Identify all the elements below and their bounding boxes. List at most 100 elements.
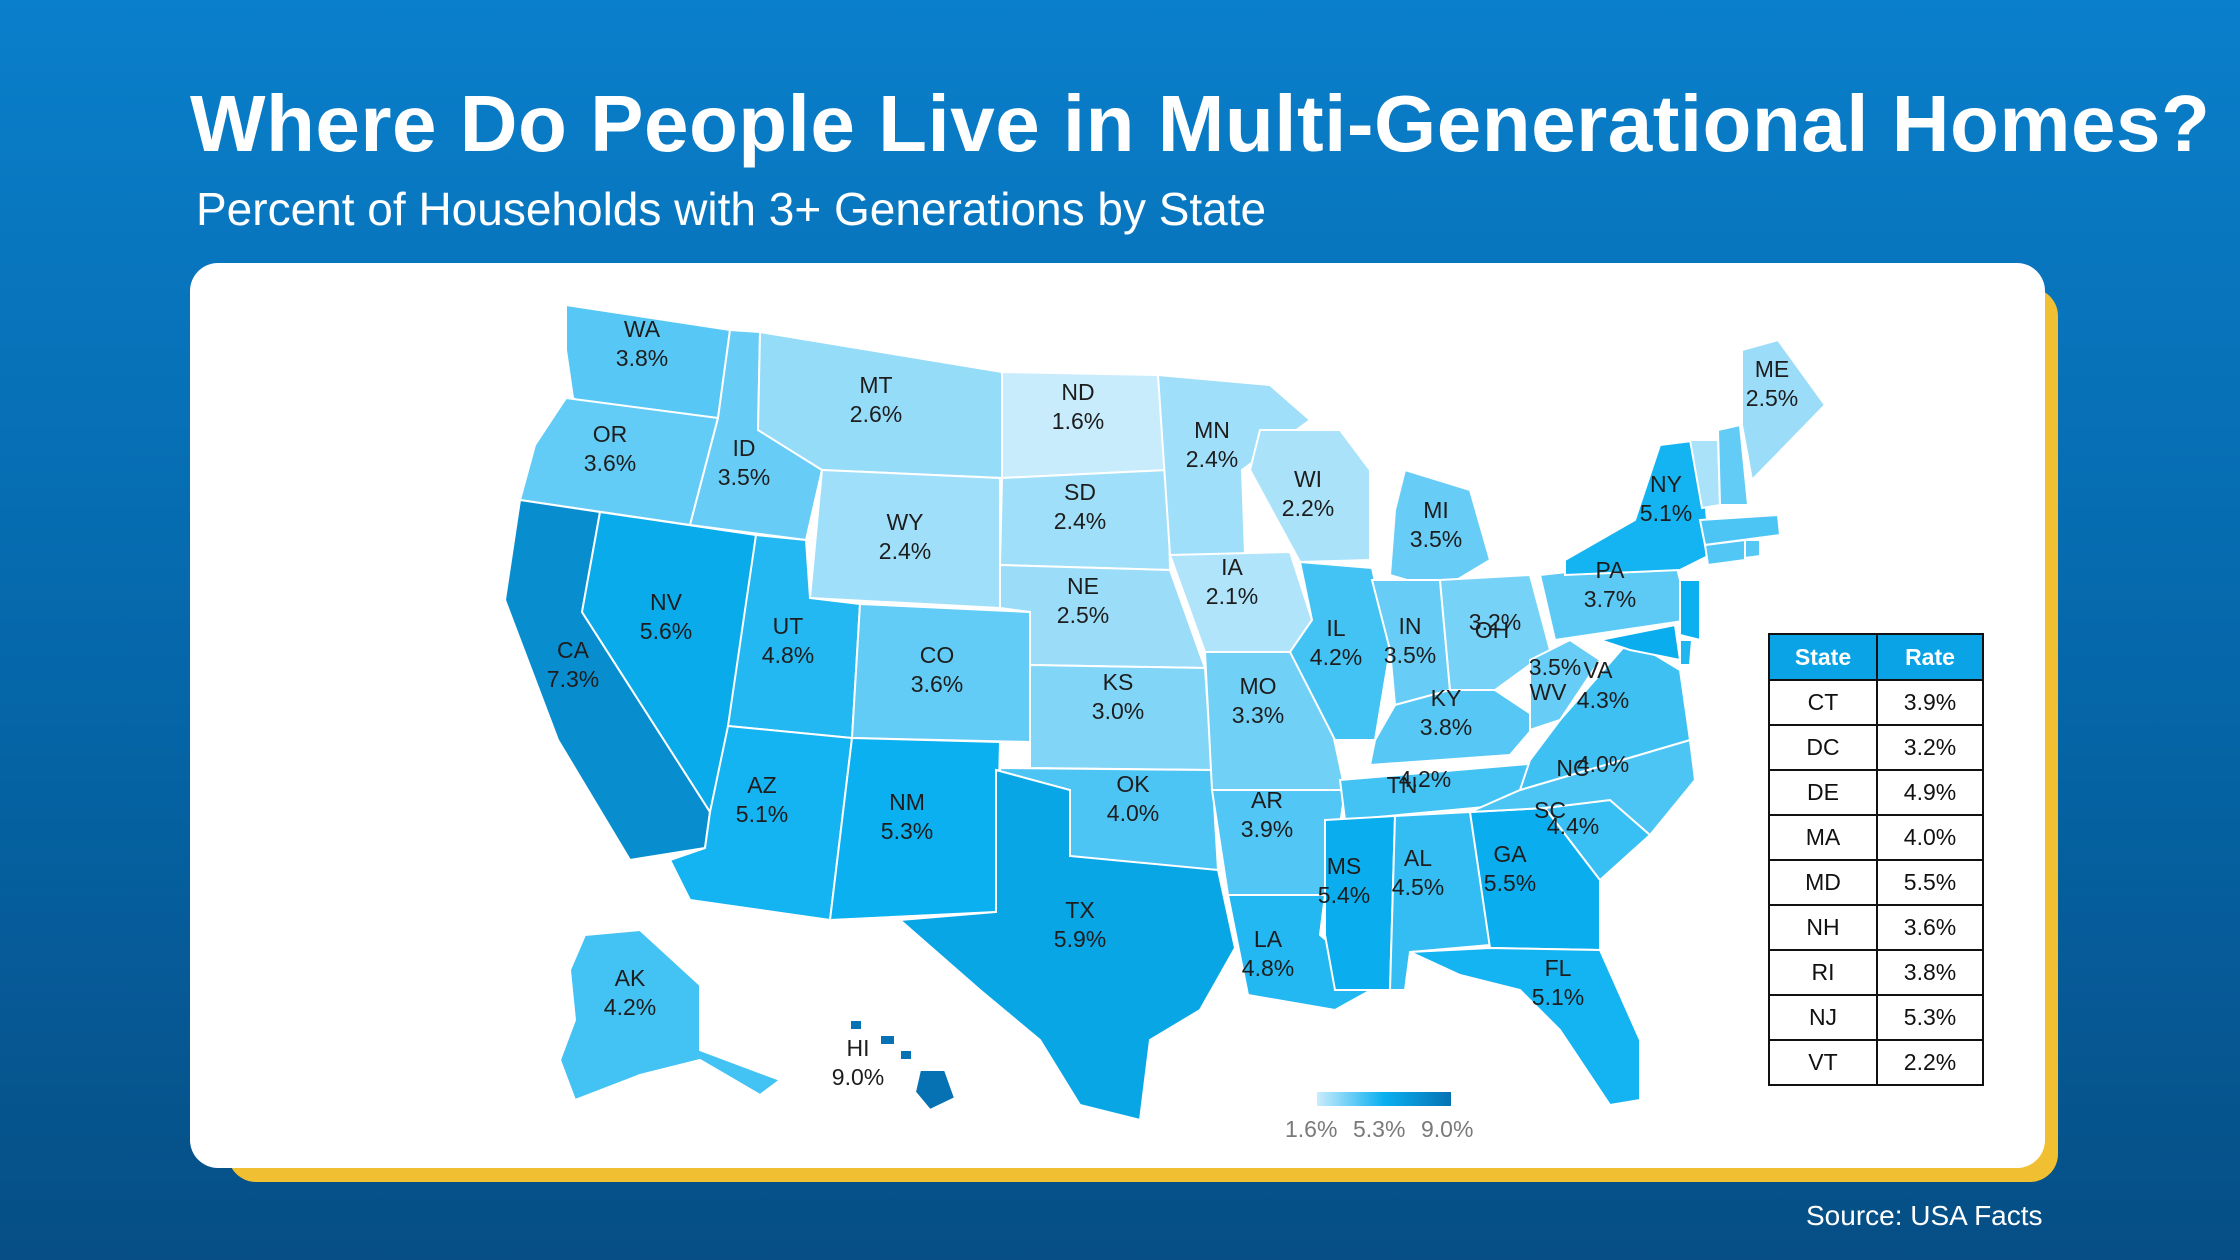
state-rate-or: 3.6% [584, 450, 636, 476]
state-label-nv: NV [650, 589, 683, 615]
state-ky [1368, 689, 1542, 767]
table-row: MD 5.5% [1768, 859, 1984, 906]
table-header-rate: Rate [1876, 633, 1984, 681]
state-nc [1469, 738, 1697, 837]
legend-max-label: 9.0% [1421, 1116, 1473, 1142]
table-row: NH 3.6% [1768, 904, 1984, 951]
state-label-ut: UT [773, 613, 804, 639]
state-rate-ky: 3.8% [1420, 714, 1472, 740]
table-cell-rate: 3.6% [1876, 904, 1984, 951]
state-label-ky: KY [1431, 685, 1462, 711]
state-label-mn: MN [1194, 417, 1230, 443]
state-shapes [503, 303, 1827, 1122]
state-label-ca: CA [557, 637, 590, 663]
state-label-ms: MS [1327, 853, 1362, 879]
state-ms [1324, 814, 1397, 991]
state-rate-al: 4.5% [1392, 874, 1444, 900]
state-label-mo: MO [1239, 673, 1276, 699]
table-cell-rate: 5.3% [1876, 994, 1984, 1041]
state-rate-ok: 4.0% [1107, 800, 1159, 826]
state-label-va: VA [1584, 657, 1614, 683]
state-ak [558, 928, 783, 1102]
state-rate-wv: 3.5% [1529, 654, 1581, 680]
table-cell-rate: 5.5% [1876, 859, 1984, 906]
table-cell-rate: 4.0% [1876, 814, 1984, 861]
state-rate-ny: 5.1% [1640, 500, 1692, 526]
state-label-sd: SD [1064, 479, 1096, 505]
state-label-tx: TX [1065, 897, 1094, 923]
state-rate-ia: 2.1% [1206, 583, 1258, 609]
state-label-ne: NE [1067, 573, 1099, 599]
state-rate-nm: 5.3% [881, 818, 933, 844]
table-row: MA 4.0% [1768, 814, 1984, 861]
state-label-wv: WV [1529, 679, 1567, 705]
table-cell-state: MD [1768, 859, 1878, 906]
table-row: DC 3.2% [1768, 724, 1984, 771]
state-rate-pa: 3.7% [1584, 586, 1636, 612]
state-wi [1248, 429, 1371, 564]
state-label-ar: AR [1251, 787, 1283, 813]
state-oh [1438, 573, 1552, 691]
table-header-state: State [1768, 633, 1878, 681]
state-rate-wy: 2.4% [879, 538, 931, 564]
state-rate-ar: 3.9% [1241, 816, 1293, 842]
state-label-wy: WY [886, 509, 923, 535]
state-rate-in: 3.5% [1384, 642, 1436, 668]
small-states-table: State Rate CT 3.9% DC 3.2% DE 4.9% MA 4.0% M… [1768, 633, 1984, 1086]
state-labels: WA 3.8% OR 3.6% CA 7.3% ID 3.5% NV 5.6% MT 2.6% WY 2.… [547, 316, 1798, 1090]
state-ct [1703, 538, 1746, 567]
state-label-hi: HI [847, 1035, 870, 1061]
state-de [1679, 639, 1694, 666]
table-cell-state: NH [1768, 904, 1878, 951]
state-rate-ms: 5.4% [1318, 882, 1370, 908]
state-label-in: IN [1399, 613, 1422, 639]
state-label-pa: PA [1596, 557, 1626, 583]
state-rate-mi: 3.5% [1410, 526, 1462, 552]
state-label-wi: WI [1294, 466, 1322, 492]
state-rate-wa: 3.8% [616, 345, 668, 371]
state-label-oh: OH [1475, 617, 1510, 643]
state-label-mi: MI [1423, 497, 1449, 523]
state-rate-co: 3.6% [911, 671, 963, 697]
state-rate-id: 3.5% [718, 464, 770, 490]
state-rate-nc: 4.0% [1577, 751, 1629, 777]
state-label-nc: NC [1556, 755, 1589, 781]
table-cell-state: DE [1768, 769, 1878, 816]
state-label-tn: TN [1387, 772, 1418, 798]
state-rate-ak: 4.2% [604, 994, 656, 1020]
legend-gradient-bar [1317, 1092, 1451, 1106]
table-cell-rate: 2.2% [1876, 1039, 1984, 1086]
state-rate-me: 2.5% [1746, 385, 1798, 411]
state-label-nd: ND [1061, 379, 1094, 405]
state-rate-wi: 2.2% [1282, 495, 1334, 521]
state-rate-ut: 4.8% [762, 642, 814, 668]
state-nj [1679, 579, 1701, 642]
state-label-ga: GA [1493, 841, 1527, 867]
state-rate-fl: 5.1% [1532, 984, 1584, 1010]
table-row: CT 3.9% [1768, 679, 1984, 726]
state-label-ok: OK [1116, 771, 1150, 797]
state-rate-mn: 2.4% [1186, 446, 1238, 472]
state-rate-sd: 2.4% [1054, 508, 1106, 534]
state-label-az: AZ [747, 772, 776, 798]
table-cell-rate: 3.8% [1876, 949, 1984, 996]
source-note: Source: USA Facts [1806, 1200, 2043, 1231]
state-label-mt: MT [859, 372, 892, 398]
table-cell-state: DC [1768, 724, 1878, 771]
state-label-ny: NY [1650, 471, 1682, 497]
state-rate-hi: 9.0% [832, 1064, 884, 1090]
state-label-il: IL [1326, 615, 1345, 641]
state-label-ia: IA [1221, 554, 1243, 580]
table-cell-rate: 4.9% [1876, 769, 1984, 816]
legend-min-label: 1.6% [1285, 1116, 1337, 1142]
state-label-co: CO [920, 642, 955, 668]
state-rate-ca: 7.3% [547, 666, 599, 692]
state-label-la: LA [1254, 926, 1283, 952]
state-rate-va: 4.3% [1577, 687, 1629, 713]
state-fl [1409, 946, 1641, 1107]
table-row: DE 4.9% [1768, 769, 1984, 816]
table-row: VT 2.2% [1768, 1039, 1984, 1086]
state-rate-tn: 4.2% [1399, 766, 1451, 792]
table-cell-state: VT [1768, 1039, 1878, 1086]
